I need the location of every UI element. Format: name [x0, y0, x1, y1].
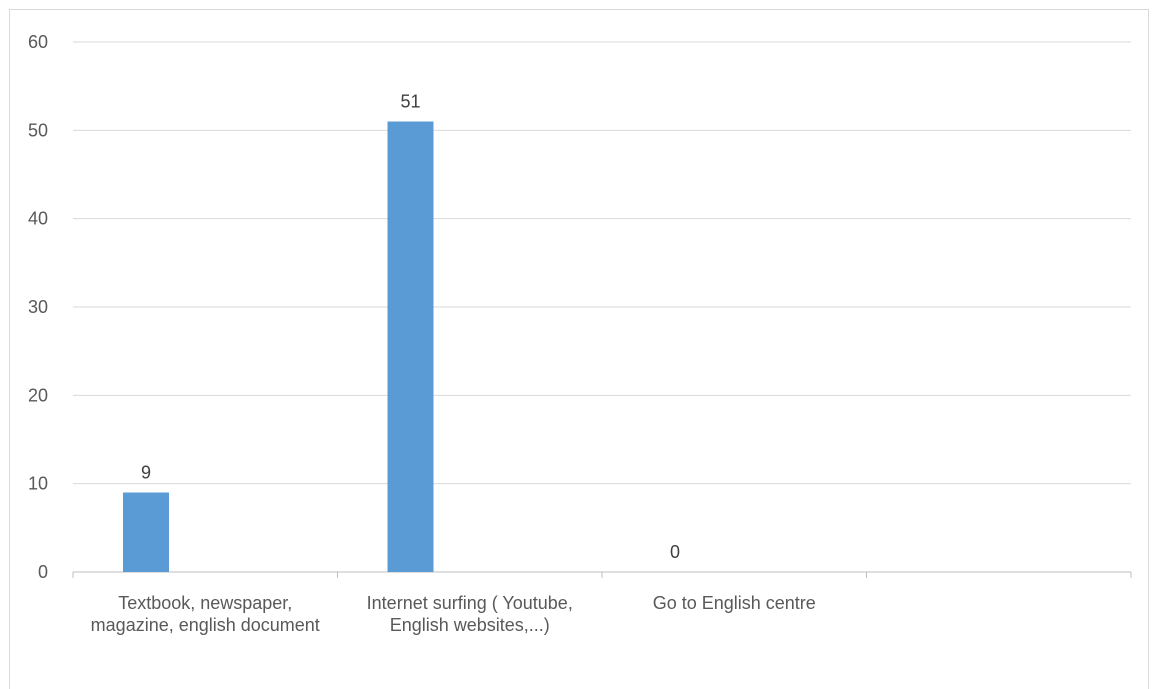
y-tick-label: 20	[28, 385, 48, 405]
data-label: 0	[670, 542, 680, 562]
y-tick-label: 0	[38, 562, 48, 582]
y-tick-label: 30	[28, 297, 48, 317]
bar	[123, 492, 169, 572]
data-label: 9	[141, 463, 151, 483]
bar	[387, 121, 434, 572]
y-tick-label: 60	[28, 32, 48, 52]
y-tick-label: 50	[28, 120, 48, 140]
data-label: 51	[400, 92, 420, 112]
x-category-label: Go to English centre	[652, 593, 816, 613]
y-tick-label: 10	[28, 474, 48, 494]
chart-frame	[9, 9, 1149, 689]
x-category-label: Textbook, newspaper, magazine, english d…	[90, 593, 320, 635]
x-category-label: Internet surfing ( Youtube, English webs…	[366, 593, 573, 635]
y-tick-label: 40	[28, 209, 48, 229]
